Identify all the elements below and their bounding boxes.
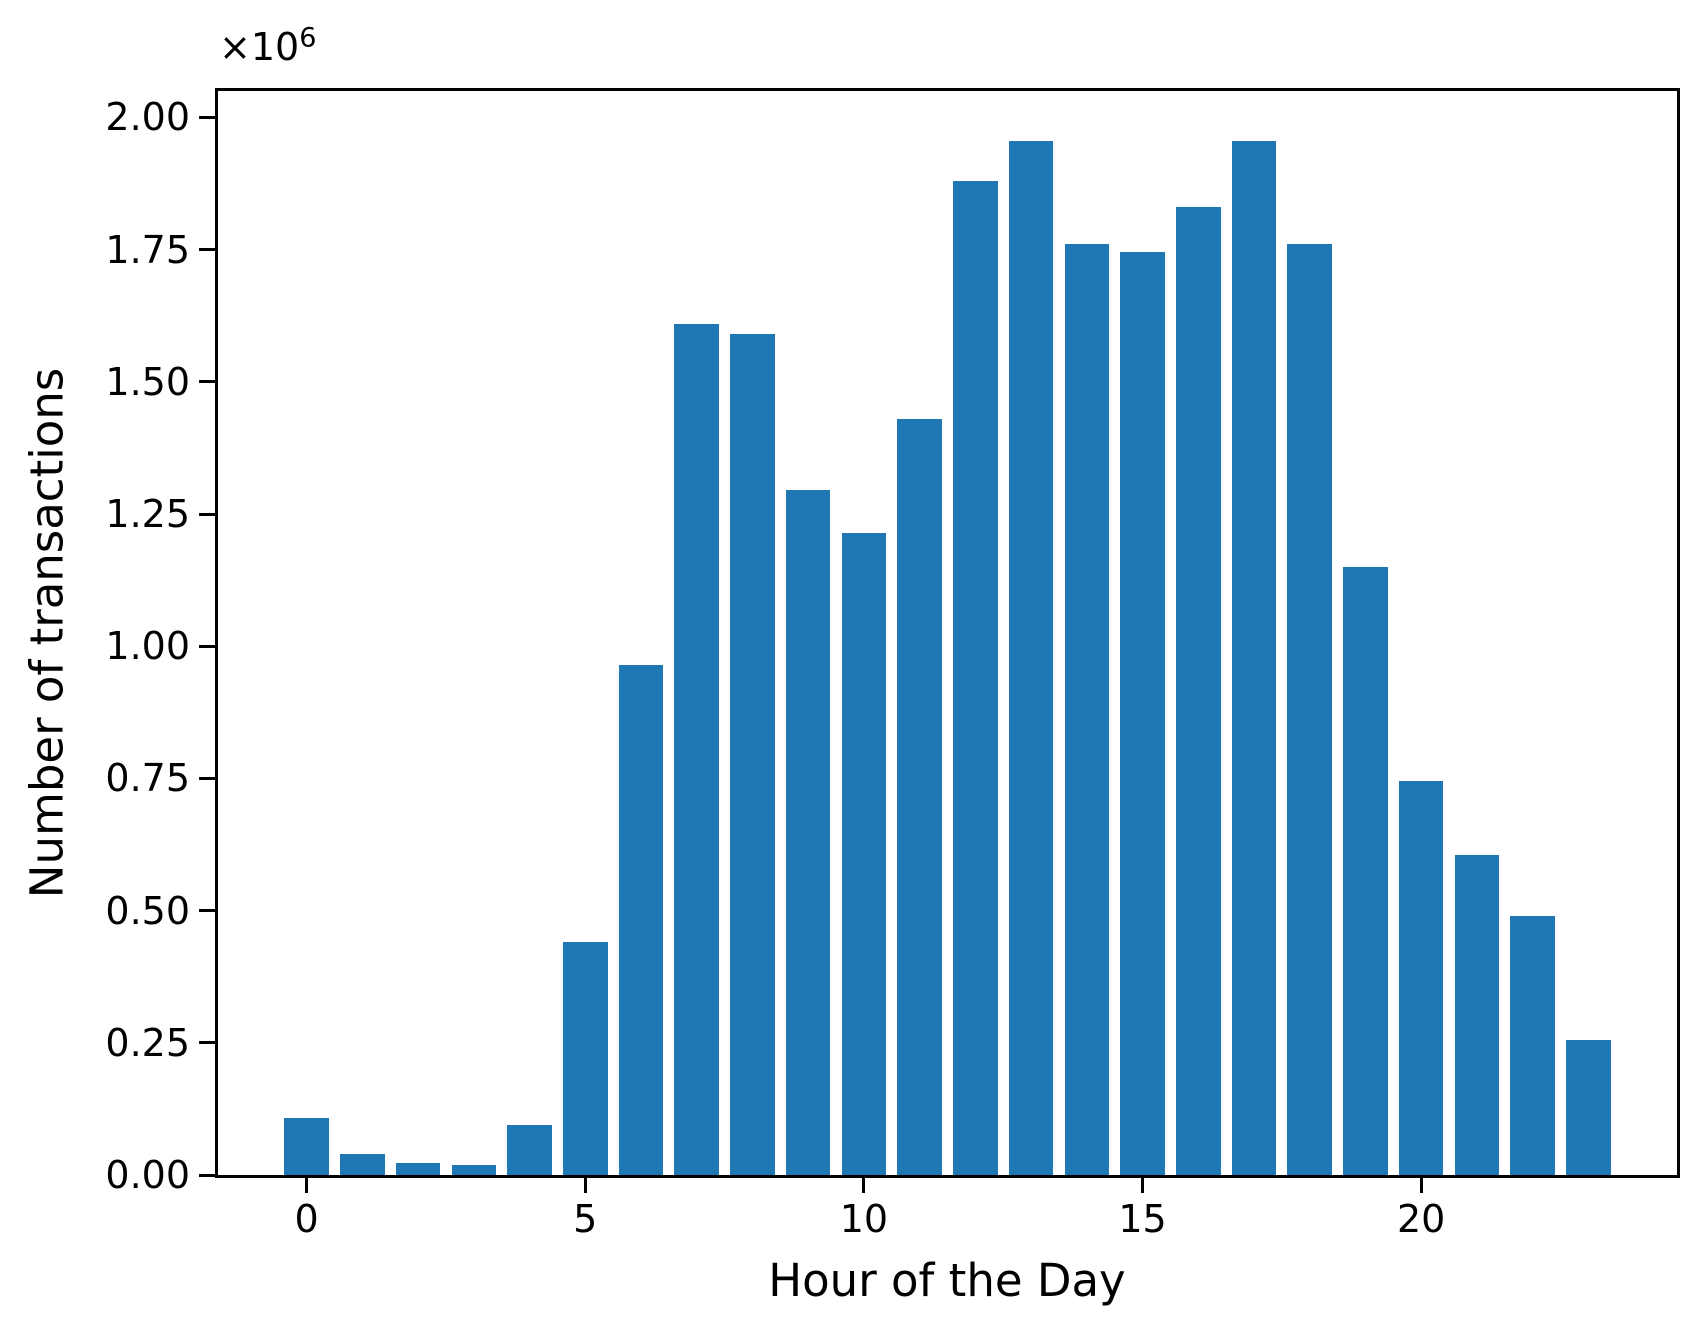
y-tick-mark-2.00 bbox=[199, 115, 215, 119]
x-axis-label: Hour of the Day bbox=[768, 1254, 1126, 1307]
y-tick-label-0.50: 0.50 bbox=[105, 888, 190, 933]
bar-hour-16 bbox=[1175, 207, 1221, 1178]
x-tick-mark-20 bbox=[1419, 1178, 1423, 1193]
y-tick-label-1.75: 1.75 bbox=[105, 227, 190, 272]
bar-hour-9 bbox=[785, 490, 831, 1178]
bar-hour-11 bbox=[897, 418, 942, 1178]
y-tick-label-0.25: 0.25 bbox=[105, 1020, 190, 1065]
y-tick-mark-0.00 bbox=[199, 1173, 215, 1177]
bar-hour-19 bbox=[1343, 566, 1388, 1178]
bar-hour-18 bbox=[1287, 244, 1333, 1178]
y-axis-offset-text: ×106 bbox=[219, 24, 316, 69]
y-tick-mark-0.50 bbox=[199, 909, 215, 913]
bar-hour-2 bbox=[395, 1162, 441, 1178]
y-tick-mark-1.00 bbox=[199, 644, 215, 648]
bar-hour-23 bbox=[1566, 1040, 1611, 1178]
y-tick-mark-1.25 bbox=[199, 512, 215, 516]
y-tick-mark-1.75 bbox=[199, 248, 215, 252]
y-tick-label-1.50: 1.50 bbox=[105, 359, 190, 404]
x-tick-mark-5 bbox=[583, 1178, 587, 1193]
bar-hour-4 bbox=[507, 1124, 552, 1178]
bar-hour-3 bbox=[451, 1165, 497, 1178]
x-tick-mark-15 bbox=[1141, 1178, 1145, 1193]
bar-hour-21 bbox=[1454, 855, 1500, 1178]
offset-base: ×10 bbox=[219, 25, 300, 69]
x-tick-label-0: 0 bbox=[294, 1197, 319, 1241]
bar-hour-15 bbox=[1120, 252, 1165, 1178]
offset-exponent: 6 bbox=[299, 22, 317, 54]
x-tick-label-15: 15 bbox=[1118, 1197, 1167, 1241]
x-tick-mark-0 bbox=[305, 1178, 309, 1193]
bar-hour-10 bbox=[841, 532, 887, 1178]
bar-hour-20 bbox=[1398, 781, 1444, 1178]
y-tick-mark-0.25 bbox=[199, 1041, 215, 1045]
bar-hour-17 bbox=[1231, 141, 1277, 1178]
x-tick-label-5: 5 bbox=[573, 1197, 598, 1241]
y-tick-label-1.25: 1.25 bbox=[105, 492, 190, 537]
x-tick-label-20: 20 bbox=[1397, 1197, 1446, 1241]
bar-hour-13 bbox=[1008, 141, 1054, 1178]
bar-hour-6 bbox=[618, 664, 664, 1178]
y-tick-label-0.75: 0.75 bbox=[105, 756, 190, 801]
bar-hour-8 bbox=[730, 334, 775, 1178]
bar-hour-12 bbox=[953, 180, 998, 1178]
bar-hour-1 bbox=[340, 1153, 385, 1178]
x-tick-label-10: 10 bbox=[839, 1197, 889, 1241]
x-tick-mark-10 bbox=[862, 1178, 866, 1193]
y-tick-mark-1.50 bbox=[199, 380, 215, 384]
bar-hour-22 bbox=[1510, 915, 1555, 1178]
y-tick-mark-0.75 bbox=[199, 776, 215, 780]
y-tick-label-2.00: 2.00 bbox=[105, 95, 190, 140]
bar-hour-0 bbox=[284, 1118, 329, 1178]
y-tick-label-1.00: 1.00 bbox=[105, 624, 190, 669]
y-tick-label-0.00: 0.00 bbox=[105, 1153, 190, 1197]
bar-hour-14 bbox=[1064, 244, 1110, 1178]
bar-hour-7 bbox=[674, 323, 719, 1178]
bar-hour-5 bbox=[562, 942, 608, 1178]
